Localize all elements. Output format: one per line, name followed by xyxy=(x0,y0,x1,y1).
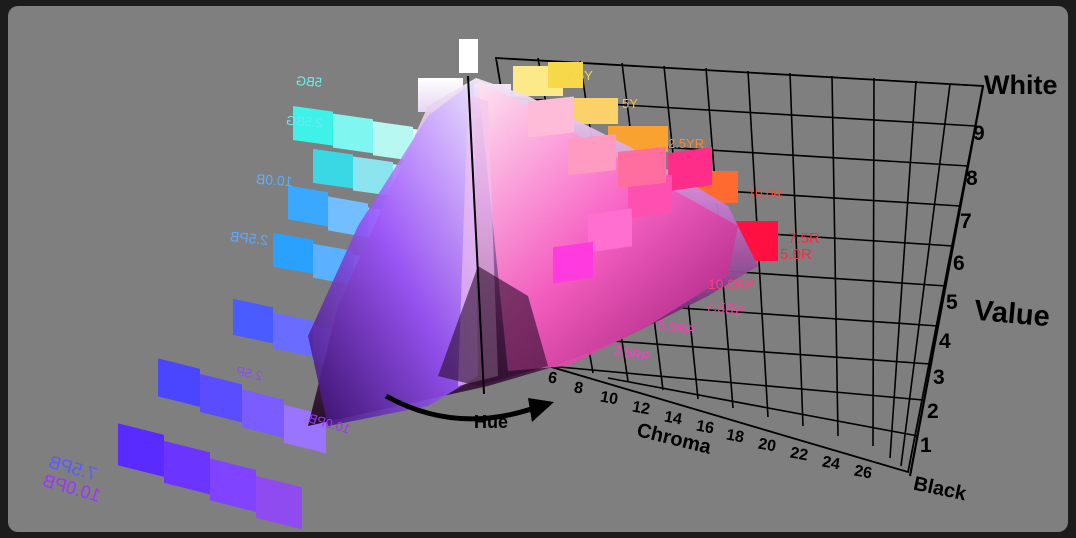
hue-label-10rp: 10.0RP xyxy=(708,276,755,292)
chroma-tick-18: 18 xyxy=(724,426,746,447)
hue-label-10r: 10.0R xyxy=(748,186,783,201)
hue-label-5y: 5Y xyxy=(622,96,638,111)
hue-label-7-5y: 7.5Y xyxy=(566,68,593,83)
chroma-tick-16: 16 xyxy=(694,417,716,438)
value-chroma-grid xyxy=(494,57,985,477)
value-tick-1: 1 xyxy=(920,434,932,457)
chroma-tick-20: 20 xyxy=(756,435,778,456)
white-pole xyxy=(459,39,478,73)
munsell-solid-graphic xyxy=(118,39,985,530)
hue-label-10b: 10.0B xyxy=(255,170,294,190)
neutral-axis-line xyxy=(467,75,485,395)
value-tick-8: 8 xyxy=(966,167,978,190)
hue-axis-title: Hue xyxy=(474,412,509,432)
value-axis-title: Value xyxy=(972,294,1052,334)
value-tick-3: 3 xyxy=(933,366,945,389)
hue-arrow xyxy=(384,393,554,422)
chroma-tick-14: 14 xyxy=(662,408,684,429)
munsell-color-solid-view: White Value Black Chroma Hue 1 2 3 4 5 6… xyxy=(8,6,1068,532)
value-axis-cone xyxy=(308,39,758,426)
chroma-tick-10: 10 xyxy=(598,388,620,409)
value-tick-4: 4 xyxy=(939,330,951,353)
value-tick-5: 5 xyxy=(946,291,958,314)
value-tick-6: 6 xyxy=(953,252,965,275)
warm-hue-chips xyxy=(528,96,712,284)
white-label: White xyxy=(984,70,1058,100)
hue-label-5bg: 5BG xyxy=(295,73,323,90)
chroma-tick-26: 26 xyxy=(852,462,874,483)
hue-label-5r: 5.0R xyxy=(780,246,812,263)
hue-label-2-5bg: 2.5BG xyxy=(285,112,324,131)
chroma-tick-24: 24 xyxy=(820,453,842,474)
value-tick-2: 2 xyxy=(927,400,939,423)
hue-label-2-5yr: 2.5YR xyxy=(668,136,705,151)
value-tick-7: 7 xyxy=(960,210,972,233)
chroma-tick-22: 22 xyxy=(788,444,810,465)
chroma-tick-12: 12 xyxy=(630,398,652,419)
hue-label-7-5r: 7.5R xyxy=(788,230,820,247)
value-tick-9: 9 xyxy=(973,122,985,145)
